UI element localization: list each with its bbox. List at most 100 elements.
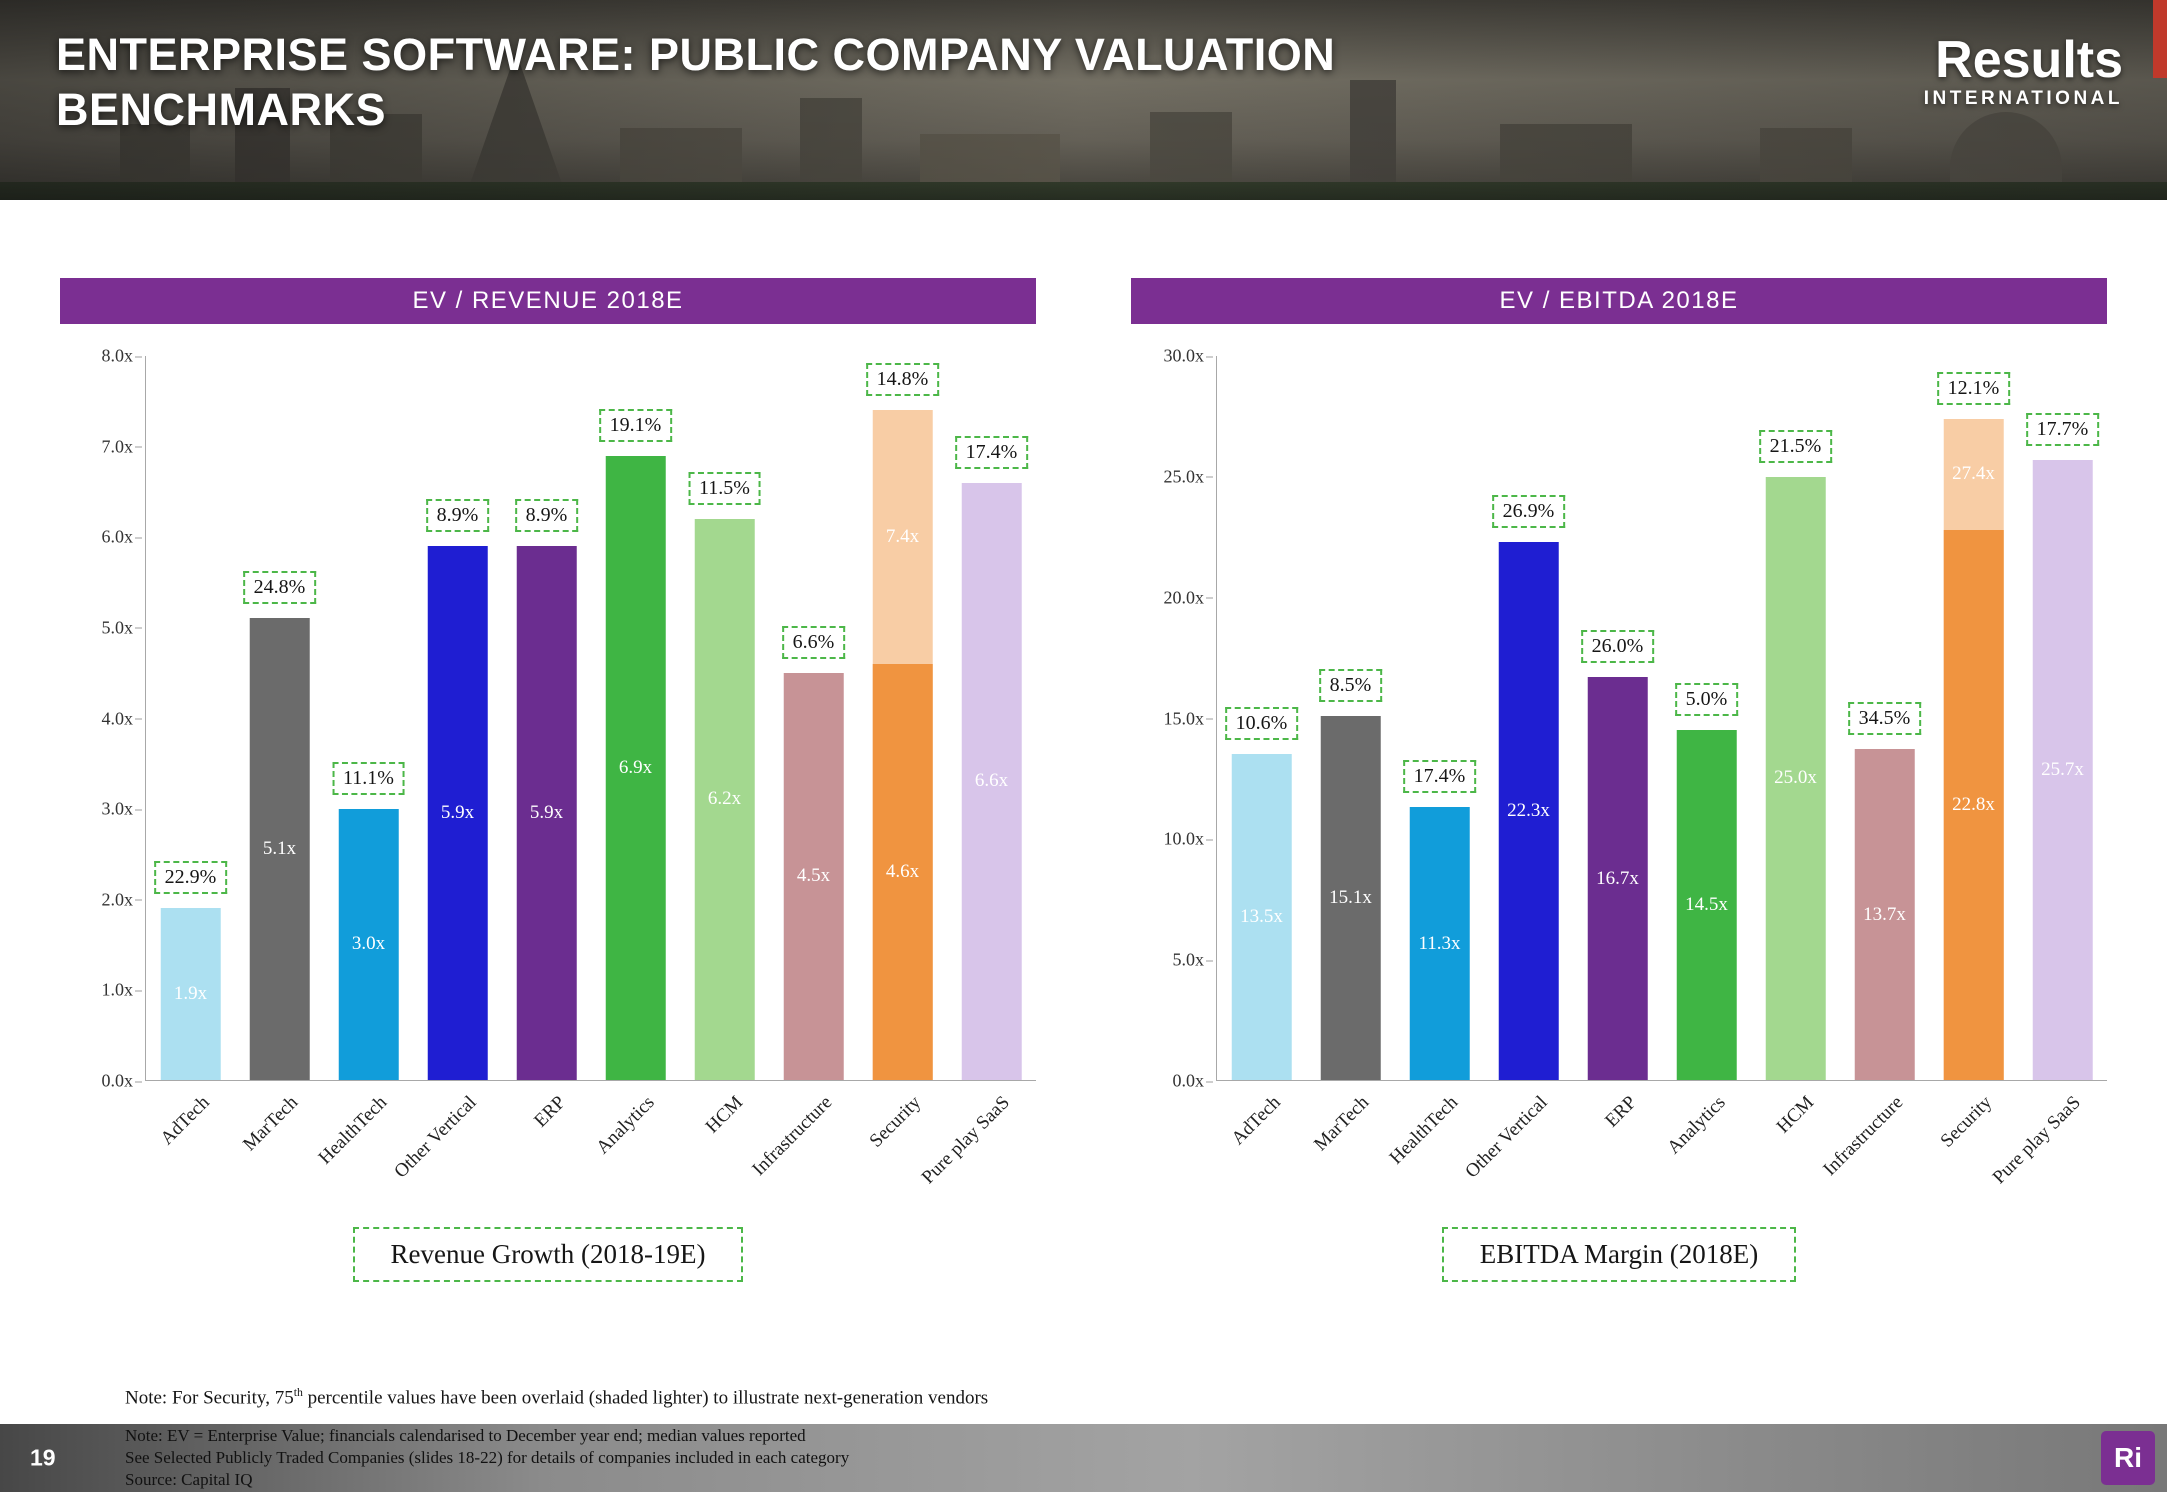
callout-healthtech: 17.4% [1402,760,1477,794]
y-axis-label: 20.0x [1163,587,1213,608]
x-axis-label-adtech: AdTech [156,1092,214,1150]
bar-value-label: 16.7x [1596,867,1639,889]
bar-group-erp: 16.7x 26.0% ERP [1573,356,1662,1131]
x-axis-label-other-vertical: Other Vertical [390,1092,481,1183]
bar-erp [1587,676,1648,1080]
results-international-logo: Results INTERNATIONAL [1924,34,2123,110]
bar-group-healthtech: 3.0x 11.1% HealthTech [315,356,413,1169]
bar-infrastructure [783,672,844,1080]
bar-martech [1320,715,1381,1080]
bar-value-label: 4.5x [796,865,831,887]
legend-revenue-growth: Revenue Growth (2018-19E) [352,1227,744,1282]
callout-healthtech: 11.1% [332,761,405,795]
bar-other-vertical [1498,541,1559,1080]
x-axis-label-security: Security [1936,1092,1997,1152]
chart-title-ev-revenue: EV / REVENUE 2018E [60,278,1036,324]
y-axis-label: 7.0x [101,436,142,457]
bar-group-infrastructure: 4.5x 6.6% Infrastructure [748,356,858,1180]
x-axis-label-healthtech: HealthTech [1385,1092,1463,1169]
bar-group-hcm: 25.0x 21.5% HCM [1751,356,1840,1137]
footnote-ev-definition: Note: EV = Enterprise Value; financials … [125,1426,806,1445]
bar-analytics [605,455,666,1080]
footnote-superscript: th [293,1386,303,1399]
callout-hcm: 21.5% [1758,429,1833,463]
callout-erp: 8.9% [514,499,579,533]
bar-group-security: 7.4x 4.6x 14.8% Security [858,356,947,1152]
bar-value-label: 5.9x [440,802,475,824]
bar-group-martech: 15.1x 8.5% MarTech [1306,356,1395,1155]
x-axis-label-martech: MarTech [239,1092,303,1156]
footer-notes: Note: EV = Enterprise Value; financials … [125,1425,849,1491]
x-axis-label-infrastructure: Infrastructure [748,1092,837,1180]
bar-value-label: 3.0x [351,933,386,955]
y-axis-label: 10.0x [1163,828,1213,849]
bar-erp [516,546,577,1080]
bar-martech [249,618,310,1080]
y-axis-label: 3.0x [101,798,142,819]
bar-healthtech [338,808,399,1080]
bar-value-label: 5.1x [262,838,297,860]
y-axis-label: 0.0x [1172,1070,1213,1091]
plot-ev-ebitda: 30.0x 25.0x 20.0x 15.0x 10.0x 5.0x 0.0x 13.5x 1… [1131,346,2107,1188]
charts-row: EV / REVENUE 2018E 8.0x 7.0x 6.0x 5.0x 4.0x 3… [0,200,2167,1282]
y-axis-label: 30.0x [1163,345,1213,366]
bar-overlay-value-label: 7.4x [885,526,920,547]
callout-infrastructure: 6.6% [781,625,846,659]
y-axis-label: 6.0x [101,526,142,547]
bar-other-vertical [427,546,488,1080]
callout-infrastructure: 34.5% [1847,702,1922,736]
footnote-security-overlay: Note: For Security, 75th percentile valu… [125,1386,988,1409]
chart-title-ev-ebitda: EV / EBITDA 2018E [1131,278,2107,324]
page-title: ENTERPRISE SOFTWARE: PUBLIC COMPANY VALU… [56,28,1356,138]
y-axis-label: 15.0x [1163,708,1213,728]
callout-martech: 24.8% [242,571,317,605]
y-axis-label: 0.0x [101,1070,142,1091]
bar-group-analytics: 14.5x 5.0% Analytics [1662,356,1751,1158]
logo-international-text: INTERNATIONAL [1923,88,2123,109]
bar-group-pure-play-saas: 25.7x 17.7% Pure play SaaS [1989,356,2107,1188]
footer-band: 19 Note: EV = Enterprise Value; financia… [0,1424,2167,1492]
footnote-source: Source: Capital IQ [125,1470,253,1489]
footnote-part: percentile values have been overlaid (sh… [302,1387,989,1409]
plot-area: 13.5x 10.6% AdTech 15.1x 8.5% MarTech 11.3x 17.… [1216,356,2107,1188]
callout-pure-play-saas: 17.4% [954,435,1029,469]
callout-adtech: 10.6% [1224,707,1299,741]
bar-value-label: 4.6x [885,860,920,882]
x-axis-label-pure-play-saas: Pure play SaaS [1989,1092,2086,1189]
x-axis-label-erp: ERP [1600,1092,1641,1132]
header-shade-overlay [0,0,2167,200]
bar-group-infrastructure: 13.7x 34.5% Infrastructure [1819,356,1929,1180]
y-axis-label: 4.0x [101,708,142,728]
x-axis-label-infrastructure: Infrastructure [1819,1092,1908,1180]
bar-value-label: 22.8x [1952,793,1995,815]
chart-panel-ev-ebitda: EV / EBITDA 2018E 30.0x 25.0x 20.0x 15.0x 10… [1131,278,2107,1282]
bar-adtech [160,908,221,1080]
bar-value-label: 25.0x [1774,767,1817,789]
x-axis-label-hcm: HCM [701,1092,748,1138]
y-axis-label: 8.0x [101,345,142,366]
footnote-part: Note: For Security, 75 [125,1387,294,1409]
bar-group-erp: 5.9x 8.9% ERP [502,356,591,1131]
chart-panel-ev-revenue: EV / REVENUE 2018E 8.0x 7.0x 6.0x 5.0x 4.0x 3… [60,278,1036,1282]
bar-group-healthtech: 11.3x 17.4% HealthTech [1386,356,1484,1169]
y-axis: 8.0x 7.0x 6.0x 5.0x 4.0x 3.0x 2.0x 1.0x 0.0x [60,346,145,1091]
plot-area: 1.9x 22.9% AdTech 5.1x 24.8% MarTech 3.0x 11.1%… [145,356,1036,1188]
callout-other-vertical: 26.9% [1491,494,1566,528]
bar-infrastructure [1854,749,1915,1080]
legend-wrap: EBITDA Margin (2018E) [1131,1227,2107,1282]
y-axis-label: 1.0x [101,979,142,1000]
page-title-line2: BENCHMARKS [56,83,386,135]
bar-group-analytics: 6.9x 19.1% Analytics [591,356,680,1158]
x-axis-label-analytics: Analytics [1663,1092,1730,1159]
bar-group-adtech: 13.5x 10.6% AdTech [1217,356,1306,1149]
y-axis: 30.0x 25.0x 20.0x 15.0x 10.0x 5.0x 0.0x [1131,346,1216,1091]
y-axis-label: 2.0x [101,889,142,910]
page-number: 19 [30,1444,56,1471]
x-axis-label-healthtech: HealthTech [314,1092,392,1169]
bar-value-label: 5.9x [529,802,564,824]
callout-pure-play-saas: 17.7% [2025,412,2100,446]
logo-results-text: Results [1935,31,2123,89]
callout-security: 12.1% [1936,371,2011,405]
bar-value-label: 22.3x [1507,799,1550,821]
